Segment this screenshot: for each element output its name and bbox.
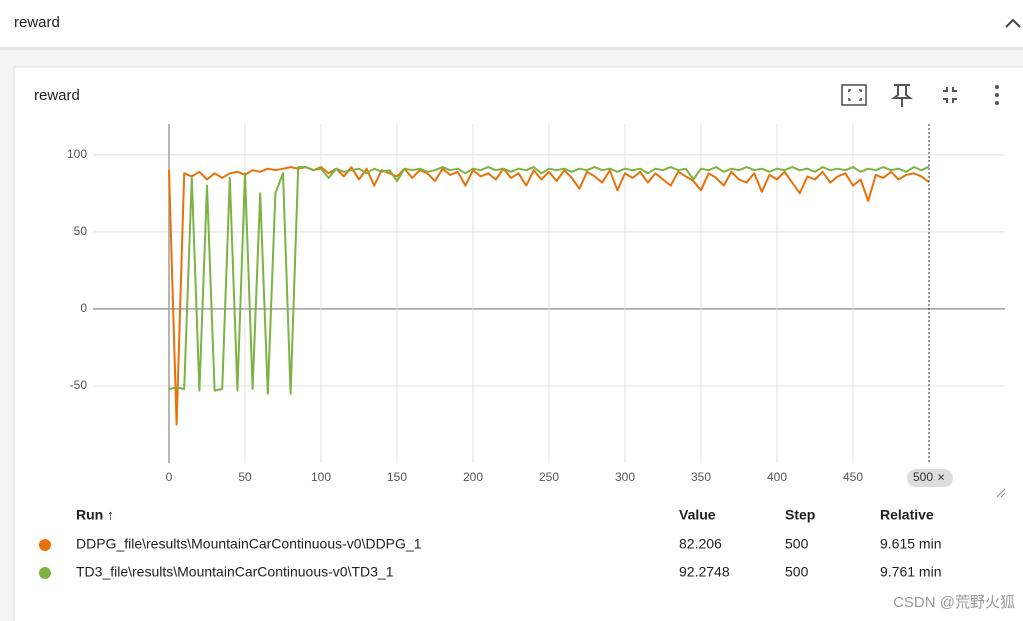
y-tick-label: -50 [70, 378, 88, 392]
series-line [168, 166, 930, 426]
table-header: Relative [880, 507, 934, 523]
resize-icon[interactable] [996, 488, 1006, 498]
table-header: Step [785, 507, 815, 523]
x-tick-label: 0 [166, 470, 173, 484]
table-header: Run ↑ [76, 507, 114, 523]
fit-icon[interactable] [841, 84, 867, 106]
table-cell: 9.615 min [880, 536, 941, 552]
table-cell: 9.761 min [880, 564, 941, 580]
collapse-card-icon[interactable] [943, 87, 957, 103]
x-tick-label: 450 [843, 470, 863, 484]
table-cell: 92.2748 [679, 564, 730, 580]
x-tick-label: 250 [539, 470, 559, 484]
section-title: reward [14, 14, 60, 31]
cursor-close: × [937, 469, 945, 484]
more-icon[interactable] [995, 85, 999, 105]
top-bar [0, 0, 1023, 47]
x-tick-label: 400 [767, 470, 787, 484]
card-title: reward [34, 87, 80, 104]
run-name: DDPG_file\results\MountainCarContinuous-… [76, 536, 422, 552]
table-cell: 500 [785, 536, 809, 552]
watermark: CSDN @荒野火狐 [893, 594, 1015, 611]
cursor-pill [907, 469, 953, 487]
top-bar-shadow [0, 47, 1023, 50]
collapse-icon[interactable] [1005, 18, 1021, 28]
y-tick-label: 0 [80, 301, 87, 315]
run-color-dot [39, 539, 51, 551]
table-cell: 82.206 [679, 536, 722, 552]
x-tick-label: 150 [387, 470, 407, 484]
pin-icon[interactable] [891, 84, 913, 107]
x-tick-label: 350 [691, 470, 711, 484]
run-name: TD3_file\results\MountainCarContinuous-v… [76, 564, 394, 580]
x-tick-label: 100 [311, 470, 331, 484]
run-color-dot [39, 567, 51, 579]
cursor-label: 500 [913, 470, 933, 484]
table-cell: 500 [785, 564, 809, 580]
y-tick-label: 100 [67, 147, 87, 161]
table-header: Value [679, 507, 716, 523]
x-tick-label: 300 [615, 470, 635, 484]
y-tick-label: 50 [74, 224, 88, 238]
series-line [168, 165, 930, 395]
x-tick-label: 200 [463, 470, 483, 484]
x-tick-label: 50 [238, 470, 252, 484]
